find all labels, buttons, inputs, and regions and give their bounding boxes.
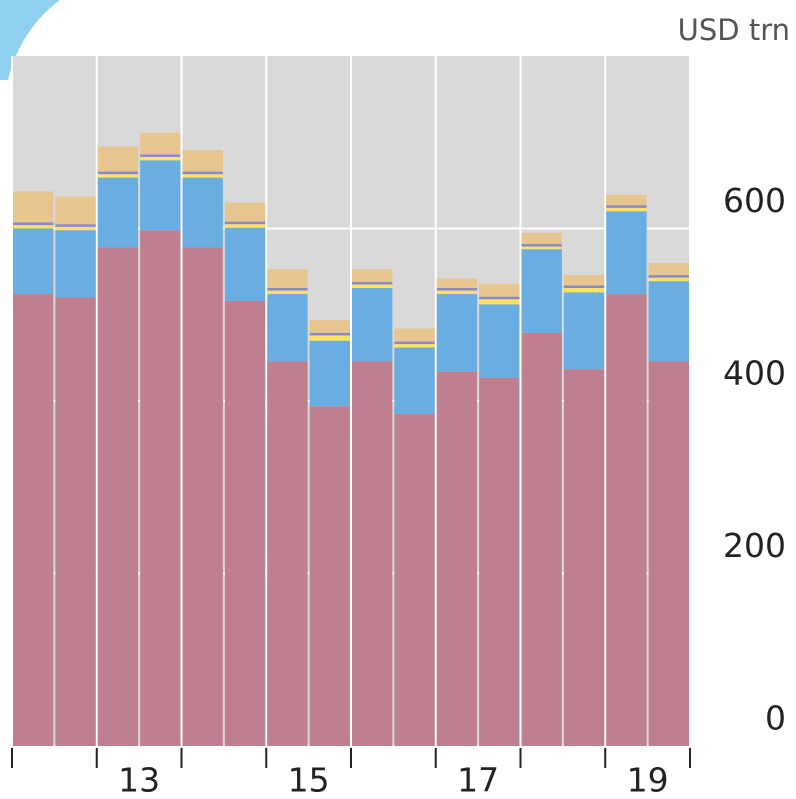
bar-segment <box>140 160 181 231</box>
x-tick-label: 15 <box>288 761 330 799</box>
bar-segment <box>394 328 435 342</box>
bar-segment <box>521 244 562 247</box>
bar-segment <box>267 290 308 295</box>
bar-segment <box>140 154 181 157</box>
bar-segment <box>606 211 647 295</box>
bar-segment <box>55 230 96 298</box>
bar-segment <box>309 319 350 333</box>
bar-segment <box>394 341 435 345</box>
bar-segment <box>13 228 54 295</box>
bar-segment <box>648 281 689 362</box>
bar-segment <box>479 296 520 300</box>
bar-segment <box>436 278 478 289</box>
bar-segment <box>436 371 478 746</box>
bar-segment <box>563 288 605 293</box>
bar-segment <box>97 174 139 178</box>
decoration <box>0 0 60 80</box>
bar-segment <box>182 174 223 178</box>
bar-segment <box>97 177 139 248</box>
bar-segment <box>479 304 520 378</box>
bar-segment <box>224 202 266 222</box>
x-tick-label: 19 <box>627 761 669 799</box>
bar-segment <box>648 263 689 276</box>
bar-segment <box>55 224 96 227</box>
x-tick-label: 13 <box>118 761 160 799</box>
bar-segment <box>394 344 435 348</box>
bar-segment <box>309 406 350 746</box>
bar-segment <box>479 299 520 305</box>
bar-segment <box>140 230 181 747</box>
y-tick-label: 400 <box>723 354 786 393</box>
bar-segment <box>436 290 478 295</box>
bar-segment <box>436 288 478 291</box>
bar-segment <box>13 294 54 746</box>
bar-segment <box>352 288 393 362</box>
bar-segment <box>182 177 223 248</box>
bar-segment <box>521 332 562 746</box>
bar-segment <box>309 340 350 407</box>
bar-segment <box>13 222 54 226</box>
bar-segment <box>563 292 605 370</box>
bar-segment <box>97 146 139 172</box>
bar-segment <box>267 294 308 362</box>
bar-segment <box>55 297 96 746</box>
bar-segment <box>224 224 266 228</box>
bar-segment <box>648 275 689 278</box>
bar-segment <box>394 413 435 746</box>
bar-segment <box>309 335 350 341</box>
bar-segment <box>352 361 393 746</box>
bar-segment <box>479 377 520 746</box>
bar-segment <box>521 232 562 245</box>
bar-segment <box>267 361 308 746</box>
bar-segment <box>140 156 181 161</box>
bar-segment <box>182 247 223 746</box>
unit-label: USD trn <box>678 13 790 47</box>
bar-segment <box>563 285 605 289</box>
bar-segment <box>563 275 605 286</box>
bar-segment <box>267 269 308 289</box>
bar-segment <box>606 205 647 208</box>
bar-segment <box>563 369 605 746</box>
bar-segment <box>521 246 562 250</box>
bar-segment <box>521 249 562 333</box>
bar-segment <box>55 196 96 225</box>
bar-segment <box>606 194 647 206</box>
bar-segment <box>182 171 223 175</box>
y-tick-label: 0 <box>765 699 786 738</box>
bar-segment <box>352 284 393 289</box>
bar-segment <box>309 332 350 336</box>
bar-segment <box>55 226 96 231</box>
bar-segment <box>182 150 223 172</box>
y-tick-label: 200 <box>723 526 786 565</box>
bar-segment <box>224 227 266 301</box>
bar-segment <box>648 361 689 746</box>
bar-segment <box>606 294 647 746</box>
bar-segment <box>352 281 393 285</box>
bar-segment <box>648 277 689 282</box>
bar-segment <box>436 294 478 372</box>
bar-segment <box>352 269 393 282</box>
bar-segment <box>97 171 139 175</box>
bar-segment <box>140 132 181 155</box>
bar-segment <box>479 283 520 297</box>
bar-segment <box>606 207 647 212</box>
bar-segment <box>394 347 435 414</box>
x-tick-label: 17 <box>457 761 499 799</box>
bar-segment <box>13 225 54 229</box>
bar-segment <box>224 221 266 225</box>
bar-segment <box>224 300 266 746</box>
bar-segment <box>13 191 54 223</box>
y-tick-label: 600 <box>723 181 786 220</box>
bar-segment <box>267 288 308 291</box>
bar-segment <box>97 247 139 746</box>
